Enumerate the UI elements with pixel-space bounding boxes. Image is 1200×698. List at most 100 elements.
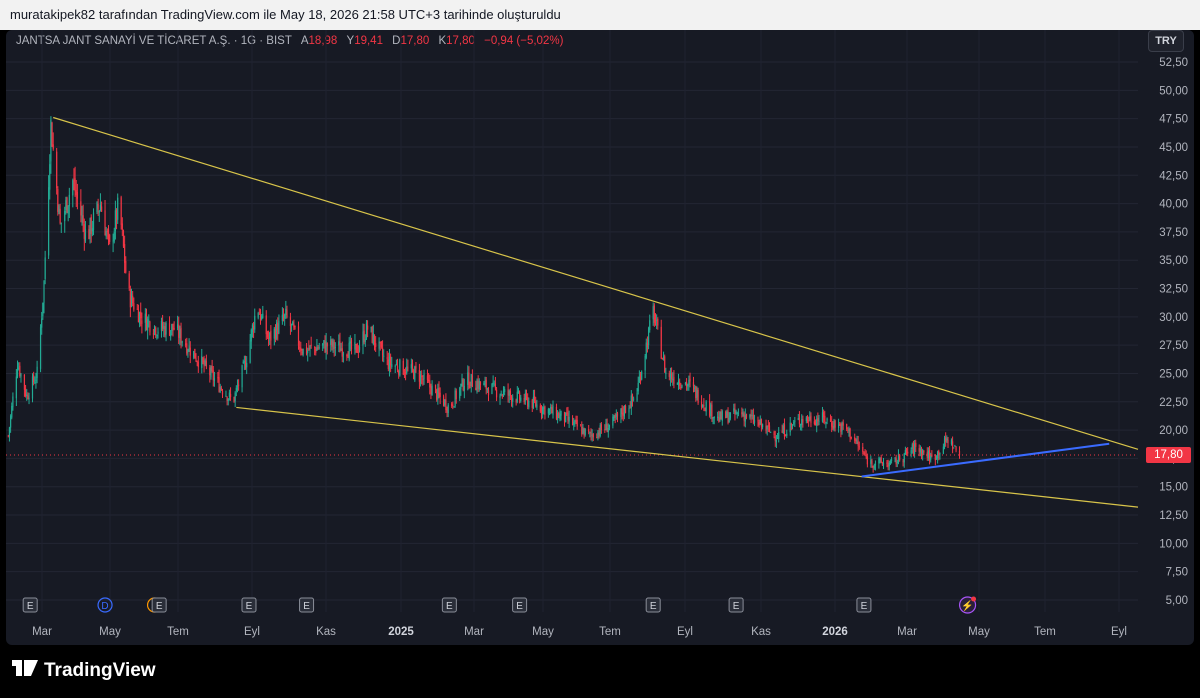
candle-body <box>548 409 551 411</box>
candle-body <box>888 462 890 467</box>
candle-body <box>406 366 408 373</box>
candle-body <box>318 347 320 349</box>
candle-body <box>938 450 940 456</box>
candle-body <box>339 341 341 353</box>
candle-body <box>629 407 631 409</box>
x-tick-label: Eyl <box>244 626 260 638</box>
candle-body <box>59 208 61 224</box>
y-tick-label: 12,50 <box>1159 510 1188 522</box>
candle-body <box>124 244 126 263</box>
candle-body <box>217 377 219 379</box>
candle-body <box>396 365 399 371</box>
candle-body <box>453 406 455 408</box>
candle-body <box>930 454 932 460</box>
candle-body <box>894 457 896 459</box>
candle-body <box>149 321 151 333</box>
candle-body <box>946 438 948 441</box>
tradingview-logo[interactable]: TradingView <box>12 657 156 685</box>
earnings-marker: E <box>151 597 167 613</box>
x-tick-label: Tem <box>599 626 621 638</box>
candle-body <box>80 201 82 216</box>
candle-body <box>194 348 196 359</box>
candle-body <box>157 331 159 334</box>
candle-body <box>641 371 643 380</box>
candle-body <box>814 422 817 426</box>
candle-body <box>148 320 150 322</box>
candle-body <box>597 431 599 438</box>
candle-body <box>23 374 26 390</box>
candle-body <box>786 433 788 436</box>
candle-body <box>380 342 383 347</box>
currency-button[interactable]: TRY <box>1148 30 1184 52</box>
candle-body <box>325 341 327 353</box>
candle-body <box>614 415 616 419</box>
earnings-box <box>22 597 38 613</box>
candle-body <box>855 439 857 442</box>
candle-body <box>486 388 488 390</box>
candle-body <box>358 346 361 351</box>
candle-body <box>34 382 36 383</box>
candle-body <box>56 151 58 189</box>
candle-body <box>575 419 577 421</box>
candle-body <box>96 202 98 213</box>
candle-body <box>785 435 787 437</box>
candle-body <box>935 458 938 460</box>
candle-body <box>599 425 601 437</box>
earnings-marker: E <box>512 597 528 613</box>
candle-body <box>881 462 883 465</box>
candle-body <box>904 450 906 455</box>
candle-body <box>467 372 469 385</box>
candle-body <box>341 348 343 357</box>
candle-body <box>574 420 576 423</box>
candle-body <box>274 329 277 340</box>
y-tick-label: 5,00 <box>1166 595 1188 607</box>
candle-body <box>187 350 189 352</box>
candle-body <box>421 375 423 378</box>
candle-body <box>446 408 448 412</box>
candle-body <box>426 375 429 380</box>
candle-body <box>487 390 490 396</box>
chart-panel[interactable]: JANTSA JANT SANAYİ VE TİCARET A.Ş. · 1G … <box>6 30 1194 645</box>
candle-body <box>866 456 868 465</box>
candle-body <box>736 412 738 414</box>
candle-body <box>246 362 248 368</box>
candle-body <box>702 404 704 408</box>
candle-body <box>292 321 294 326</box>
y-tick-label: 47,50 <box>1159 114 1188 126</box>
candle-body <box>209 367 211 376</box>
candle-body <box>504 388 506 393</box>
candle-body <box>542 407 544 415</box>
candle-body <box>806 416 809 420</box>
candle-body <box>205 361 207 367</box>
y-tick-label: 22,50 <box>1159 397 1188 409</box>
candle-body <box>372 333 374 344</box>
candle-body <box>286 309 288 317</box>
candle-body <box>895 458 897 465</box>
candle-body <box>415 365 417 369</box>
candle-body <box>273 328 275 339</box>
candle-body <box>934 455 936 461</box>
candle-body <box>407 367 409 369</box>
candle-body <box>97 203 99 210</box>
candle-body <box>879 458 881 460</box>
candle-body <box>357 351 359 353</box>
candle-body <box>890 459 893 461</box>
candle-body <box>729 412 731 419</box>
candle-body <box>874 463 877 466</box>
candle-body <box>880 457 882 463</box>
brand-text: TradingView <box>44 660 156 682</box>
price-chart[interactable]: 5,007,5010,0012,5015,0017,5020,0022,5025… <box>6 30 1194 645</box>
candle-body <box>637 382 639 392</box>
candle-body <box>662 357 665 359</box>
candle-body <box>555 406 558 420</box>
candle-body <box>44 257 46 279</box>
candle-body <box>129 289 131 308</box>
candle-body <box>588 428 590 432</box>
candle-body <box>18 367 20 369</box>
candle-body <box>451 403 453 406</box>
candle-body <box>896 461 898 464</box>
candle-body <box>242 361 244 364</box>
earnings-box <box>299 597 315 613</box>
candle-body <box>744 415 746 422</box>
candle-body <box>8 427 11 436</box>
